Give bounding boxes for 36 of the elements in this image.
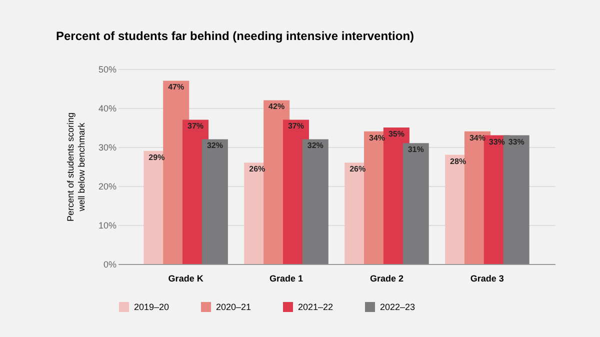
legend-label: 2020–21 (216, 302, 252, 312)
data-label: 34% (369, 133, 386, 142)
x-tick-label: Grade 1 (270, 274, 304, 284)
legend-label: 2019–20 (134, 302, 170, 312)
y-tick-label: 30% (98, 142, 116, 152)
data-label: 37% (188, 122, 204, 131)
chart-title: Percent of students far behind (needing intensive intervention) (56, 29, 414, 43)
bar (202, 139, 228, 264)
data-label: 47% (168, 82, 184, 92)
y-axis-title: Percent of students scoring well below benchmark (65, 112, 86, 222)
data-label: 28% (450, 156, 466, 166)
bar (503, 135, 530, 264)
y-tick-label: 20% (98, 182, 116, 192)
legend-label: 2022–23 (380, 302, 416, 312)
bar (302, 139, 328, 264)
data-label: 33% (488, 137, 505, 146)
x-tick-label: Grade 2 (370, 274, 404, 284)
data-label: 35% (388, 130, 404, 138)
y-tick-label: 10% (98, 220, 116, 230)
data-label: 37% (288, 122, 304, 131)
data-label: 31% (408, 145, 424, 154)
data-label: 32% (307, 141, 324, 150)
legend-label: 2021–22 (298, 302, 334, 312)
x-tick-label: Grade 3 (470, 274, 504, 284)
data-label: 42% (268, 102, 285, 112)
y-tick-label: 40% (98, 104, 116, 114)
data-label: 34% (469, 133, 486, 142)
y-tick-label: 0% (103, 260, 116, 270)
x-tick-label: Grade K (168, 274, 204, 284)
y-tick-label: 50% (98, 64, 116, 74)
bar (402, 143, 429, 264)
data-label: 26% (249, 164, 266, 174)
data-label: 32% (206, 141, 223, 150)
data-label: 33% (508, 137, 524, 146)
data-label: 26% (350, 164, 366, 174)
data-label: 29% (148, 152, 165, 162)
